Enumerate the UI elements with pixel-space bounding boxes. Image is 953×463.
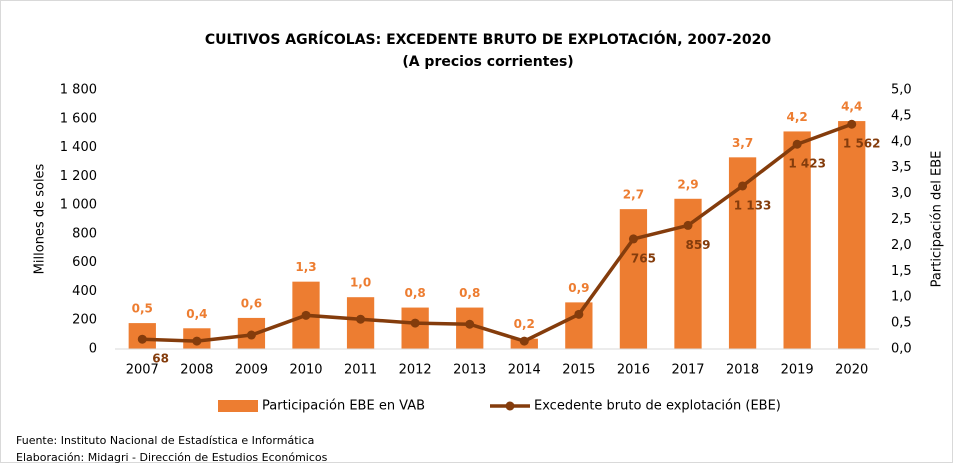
- credit-note: Elaboración: Midagri - Dirección de Estu…: [16, 451, 328, 463]
- chart-title: CULTIVOS AGRÍCOLAS: EXCEDENTE BRUTO DE E…: [205, 30, 772, 48]
- y2-axis-title: Participación del EBE: [930, 151, 945, 288]
- bar-label: 4,2: [787, 110, 808, 124]
- x-tick-label: 2019: [781, 363, 814, 378]
- y-tick-label: 1 800: [60, 83, 97, 98]
- line-label: 859: [685, 238, 710, 252]
- line-marker: [137, 334, 147, 344]
- bar: [565, 302, 593, 349]
- y-tick-label: 800: [72, 226, 97, 241]
- chart-subtitle: (A precios corrientes): [402, 54, 573, 70]
- y2-tick-label: 4,5: [891, 108, 912, 123]
- y-tick-label: 1 000: [60, 198, 97, 213]
- bar-label: 0,6: [241, 296, 262, 310]
- y-tick-label: 0: [89, 342, 97, 357]
- line-marker: [574, 309, 584, 319]
- y2-tick-label: 0,0: [891, 342, 912, 357]
- y2-tick-label: 1,0: [891, 290, 912, 305]
- line: [142, 122, 853, 343]
- y2-tick-label: 4,0: [891, 134, 912, 149]
- bar-label: 0,8: [405, 286, 426, 300]
- x-tick-label: 2008: [180, 363, 213, 378]
- y2-tick-label: 2,0: [891, 238, 912, 253]
- y-tick-label: 1 600: [60, 111, 97, 126]
- x-tick-label: 2017: [671, 363, 704, 378]
- line-marker: [738, 181, 748, 191]
- y-tick-label: 600: [72, 255, 97, 270]
- line-label: 1 562: [843, 137, 881, 151]
- bar-label: 0,8: [459, 286, 480, 300]
- bar-label: 0,4: [186, 307, 207, 321]
- legend-label: Participación EBE en VAB: [262, 399, 425, 414]
- bar-label: 0,5: [132, 302, 153, 316]
- line-label: 1 133: [734, 198, 772, 212]
- bar: [401, 307, 429, 349]
- bar-label: 1,3: [295, 260, 316, 274]
- bar-label: 3,7: [732, 136, 753, 150]
- x-tick-label: 2007: [126, 363, 159, 378]
- line-marker: [519, 336, 529, 346]
- y2-tick-label: 1,5: [891, 264, 912, 279]
- line-marker: [356, 314, 366, 324]
- line-marker: [246, 330, 256, 340]
- legend-marker: [505, 401, 515, 411]
- bar-label: 0,2: [514, 317, 535, 331]
- x-tick-label: 2014: [508, 363, 541, 378]
- source-note: Fuente: Instituto Nacional de Estadístic…: [16, 434, 314, 447]
- x-tick-label: 2018: [726, 363, 759, 378]
- bar-label: 4,4: [841, 100, 862, 114]
- x-tick-label: 2010: [289, 363, 322, 378]
- x-tick-label: 2015: [562, 363, 595, 378]
- x-tick-label: 2013: [453, 363, 486, 378]
- bar: [619, 209, 648, 349]
- y2-tick-label: 0,5: [891, 316, 912, 331]
- line-marker: [192, 336, 202, 346]
- bar: [783, 131, 811, 349]
- x-tick-label: 2009: [235, 363, 268, 378]
- y-tick-label: 200: [72, 313, 97, 328]
- y2-tick-label: 2,5: [891, 212, 912, 227]
- bar-label: 2,7: [623, 188, 644, 202]
- y2-tick-label: 3,0: [891, 186, 912, 201]
- line-label: 1 423: [788, 157, 826, 171]
- bar-label: 0,9: [568, 281, 589, 295]
- line-marker: [628, 234, 638, 244]
- y-tick-label: 1 200: [60, 169, 97, 184]
- line-marker: [792, 139, 802, 149]
- line-marker: [847, 119, 857, 129]
- line-label: 765: [631, 251, 656, 265]
- legend-swatch: [218, 400, 258, 412]
- bar-label: 2,9: [677, 177, 698, 191]
- y-axis-title: Millones de soles: [33, 163, 48, 274]
- line-marker: [410, 318, 420, 328]
- x-tick-label: 2016: [617, 363, 650, 378]
- line-label: 68: [152, 352, 169, 366]
- y-tick-label: 1 400: [60, 140, 97, 155]
- line-marker: [465, 319, 475, 329]
- bar: [838, 121, 866, 349]
- x-tick-label: 2012: [399, 363, 432, 378]
- x-tick-label: 2011: [344, 363, 377, 378]
- y-tick-label: 400: [72, 284, 97, 299]
- y2-tick-label: 5,0: [891, 83, 912, 98]
- legend-label: Excedente bruto de explotación (EBE): [534, 399, 781, 414]
- line-marker: [683, 220, 693, 230]
- bar-label: 1,0: [350, 276, 371, 290]
- y2-tick-label: 3,5: [891, 160, 912, 175]
- line-marker: [301, 310, 311, 320]
- x-tick-label: 2020: [835, 363, 868, 378]
